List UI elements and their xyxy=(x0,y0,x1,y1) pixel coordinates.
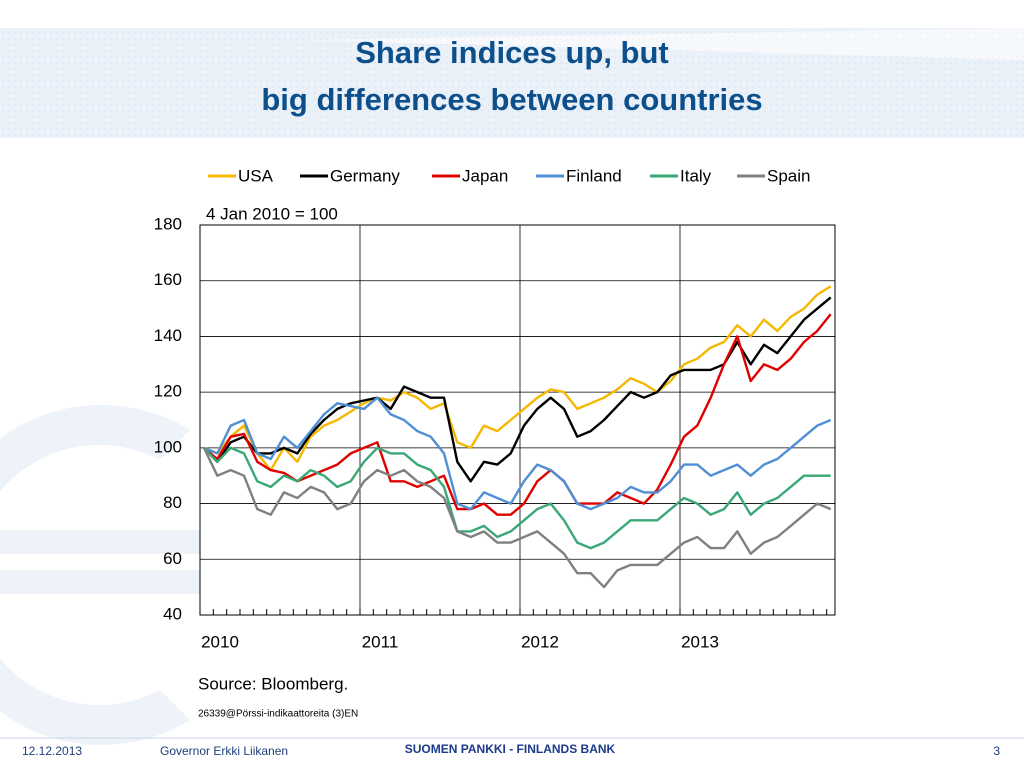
x-tick-label: 2011 xyxy=(362,632,399,651)
y-tick-label: 140 xyxy=(154,326,182,345)
source: Source: Bloomberg. xyxy=(198,674,348,693)
footer-date: 12.12.2013 xyxy=(22,744,82,758)
euro-bar xyxy=(0,570,200,594)
legend-label: Germany xyxy=(330,166,400,185)
y-tick-label: 180 xyxy=(154,214,182,233)
legend-label: Italy xyxy=(680,166,712,185)
legend-label: USA xyxy=(238,166,274,185)
series-line xyxy=(203,313,832,516)
y-tick-label: 40 xyxy=(163,604,182,623)
chart: 40 60 80 100 120 140 160 180 2010 2011 2012 2013 4 J… xyxy=(154,166,836,651)
footer-speaker: Governor Erkki Liikanen xyxy=(160,744,288,758)
legend-label: Finland xyxy=(566,166,622,185)
footer-bank: SUOMEN PANKKI - FINLANDS BANK xyxy=(405,742,616,756)
x-tick-label: 2012 xyxy=(521,632,559,651)
footer-page: 3 xyxy=(993,744,1000,758)
y-tick-label: 60 xyxy=(163,549,182,568)
y-tick-label: 160 xyxy=(154,270,182,289)
header-swoosh xyxy=(300,28,1024,60)
code: 26339@Pörssi-indikaattoreita (3)EN xyxy=(198,709,358,720)
legend-label: Japan xyxy=(462,166,508,185)
series-line xyxy=(203,446,831,550)
series-line xyxy=(203,285,832,472)
series-line xyxy=(203,396,832,511)
title-line: big differences between countries xyxy=(261,82,762,117)
x-tick-label: 2013 xyxy=(681,632,719,651)
legend-label: Spain xyxy=(767,166,810,185)
y-tick-label: 120 xyxy=(154,382,182,401)
y-tick-label: 100 xyxy=(154,437,182,456)
plot-area xyxy=(199,224,836,616)
y-tick-label: 80 xyxy=(163,493,182,512)
x-tick-label: 2010 xyxy=(201,632,239,651)
euro-sign xyxy=(0,405,190,745)
euro-bar xyxy=(0,530,200,554)
series-line xyxy=(202,447,832,589)
annotation: 4 Jan 2010 = 100 xyxy=(206,204,338,223)
title-line: Share indices up, but xyxy=(355,35,669,70)
